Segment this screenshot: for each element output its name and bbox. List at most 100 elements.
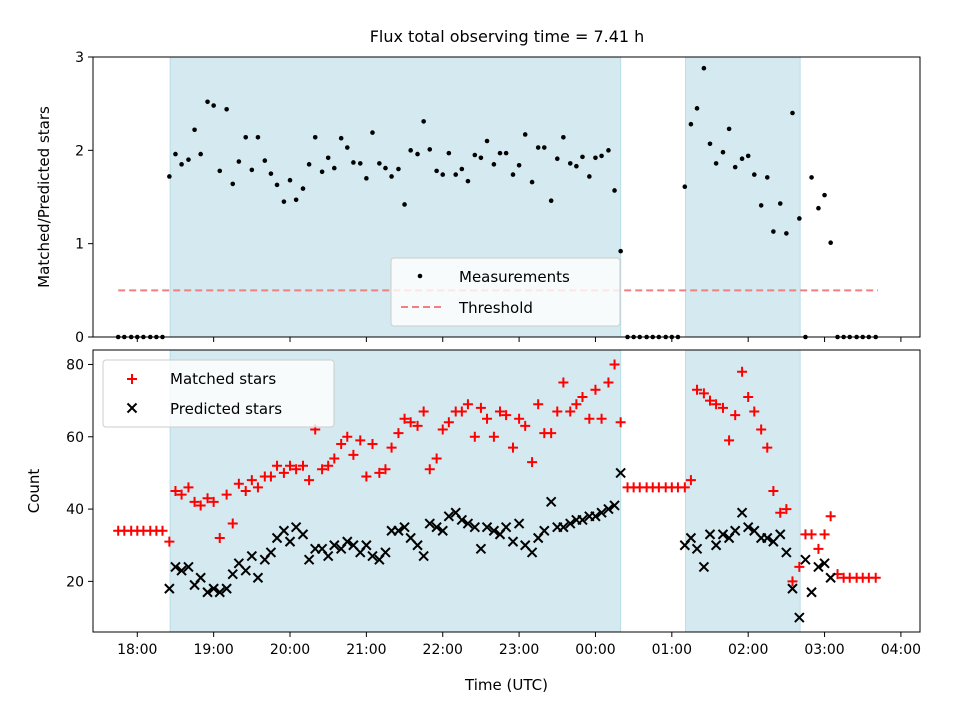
measurement-point bbox=[440, 172, 446, 177]
matched-point bbox=[558, 377, 569, 388]
measurement-point bbox=[574, 163, 579, 169]
predicted-point bbox=[603, 503, 614, 515]
predicted-point bbox=[615, 467, 626, 479]
matched-point bbox=[705, 395, 716, 406]
matched-point bbox=[189, 496, 200, 507]
measurement-point bbox=[606, 148, 611, 153]
matched-point bbox=[304, 475, 315, 486]
y-axis-label: Matched/Predicted stars bbox=[35, 106, 53, 288]
matched-point bbox=[603, 377, 614, 388]
matched-point bbox=[482, 413, 493, 424]
legend-label-predicted: Predicted stars bbox=[170, 400, 282, 418]
matched-point bbox=[355, 435, 366, 446]
predicted-point bbox=[176, 565, 187, 576]
measurement-point bbox=[701, 65, 707, 71]
x-tick-label: 02:00 bbox=[728, 642, 768, 658]
predicted-point bbox=[431, 521, 442, 533]
matched-point bbox=[418, 406, 429, 417]
matched-point bbox=[749, 406, 760, 417]
matched-point bbox=[233, 478, 244, 489]
predicted-point bbox=[227, 568, 238, 580]
predicted-point bbox=[214, 587, 225, 598]
measurement-point bbox=[707, 141, 713, 147]
matched-point bbox=[590, 384, 601, 395]
plot-frame bbox=[92, 349, 921, 633]
matched-point bbox=[437, 424, 448, 435]
predicted-point bbox=[729, 525, 741, 536]
matched-point bbox=[265, 471, 276, 482]
legend-box bbox=[390, 257, 621, 327]
predicted-point bbox=[762, 532, 773, 544]
measurement-point bbox=[784, 231, 789, 236]
matched-point bbox=[278, 467, 289, 478]
measurement-point bbox=[777, 201, 783, 206]
predicted-point bbox=[170, 561, 181, 573]
matched-point bbox=[208, 496, 219, 507]
predicted-point bbox=[539, 525, 550, 536]
y-tick-label: 60 bbox=[66, 430, 84, 446]
measurement-point bbox=[396, 166, 401, 172]
measurement-point bbox=[344, 145, 350, 150]
measurement-point bbox=[173, 151, 178, 157]
measurement-point bbox=[230, 181, 236, 187]
predicted-point bbox=[361, 540, 372, 551]
matched-point bbox=[501, 410, 512, 421]
matched-point bbox=[399, 413, 410, 424]
legend-label-threshold: Threshold bbox=[458, 299, 533, 317]
measurement-point bbox=[364, 176, 369, 181]
measurement-point bbox=[319, 169, 325, 175]
matched-point bbox=[317, 464, 328, 475]
measurement-point bbox=[255, 134, 261, 140]
matched-point bbox=[533, 399, 544, 410]
matched-point bbox=[743, 392, 754, 402]
predicted-point bbox=[558, 521, 569, 533]
matched-point bbox=[469, 431, 480, 442]
measurement-point bbox=[217, 168, 223, 174]
x-tick-label: 19:00 bbox=[193, 642, 233, 658]
measurement-point bbox=[809, 175, 814, 180]
predicted-point bbox=[278, 525, 290, 536]
matched-point bbox=[737, 366, 748, 377]
measurement-point bbox=[732, 164, 738, 170]
predicted-point bbox=[412, 540, 423, 551]
measurement-point bbox=[415, 151, 420, 157]
measurement-point bbox=[713, 161, 719, 166]
predicted-point bbox=[742, 521, 754, 533]
measurement-point bbox=[179, 162, 184, 167]
measurement-point bbox=[790, 110, 795, 116]
measurement-point bbox=[421, 119, 426, 124]
measurement-point bbox=[192, 127, 197, 133]
measurement-point bbox=[274, 182, 280, 188]
matched-point bbox=[462, 399, 473, 410]
matched-point bbox=[297, 460, 308, 471]
predicted-point bbox=[781, 547, 792, 558]
predicted-point bbox=[787, 583, 798, 594]
matched-point bbox=[323, 460, 334, 471]
measurement-point bbox=[408, 148, 413, 153]
matched-point bbox=[170, 486, 181, 496]
series-1 bbox=[164, 467, 836, 623]
measurement-point bbox=[548, 198, 554, 204]
measurement-point bbox=[377, 161, 382, 166]
measurement-point bbox=[828, 240, 833, 246]
predicted-point bbox=[507, 536, 519, 547]
count-panel: 18:00 19:00 20:00 21:00 22:00 23:00 00:00 01:00… bbox=[25, 349, 921, 694]
measurement-point bbox=[497, 150, 503, 156]
ratio-panel: 0 1 2 3 Matched/Predicted stars Measurements T… bbox=[35, 50, 921, 346]
matched-point bbox=[443, 417, 454, 428]
measurement-point bbox=[751, 172, 757, 177]
y-tick-label: 20 bbox=[66, 574, 84, 590]
measurement-point bbox=[745, 153, 751, 159]
measurement-point bbox=[370, 130, 375, 135]
measurement-point bbox=[580, 154, 585, 160]
measurement-point bbox=[516, 162, 522, 168]
chart-title: Flux total observing time = 7.41 h bbox=[370, 27, 645, 46]
predicted-point bbox=[240, 565, 251, 576]
measurement-point bbox=[465, 178, 471, 184]
matched-point bbox=[685, 475, 696, 486]
measurement-point bbox=[236, 159, 242, 164]
predicted-point bbox=[202, 587, 213, 598]
matched-point bbox=[813, 543, 824, 554]
measurement-point bbox=[478, 155, 484, 161]
measurement-point bbox=[453, 172, 459, 177]
